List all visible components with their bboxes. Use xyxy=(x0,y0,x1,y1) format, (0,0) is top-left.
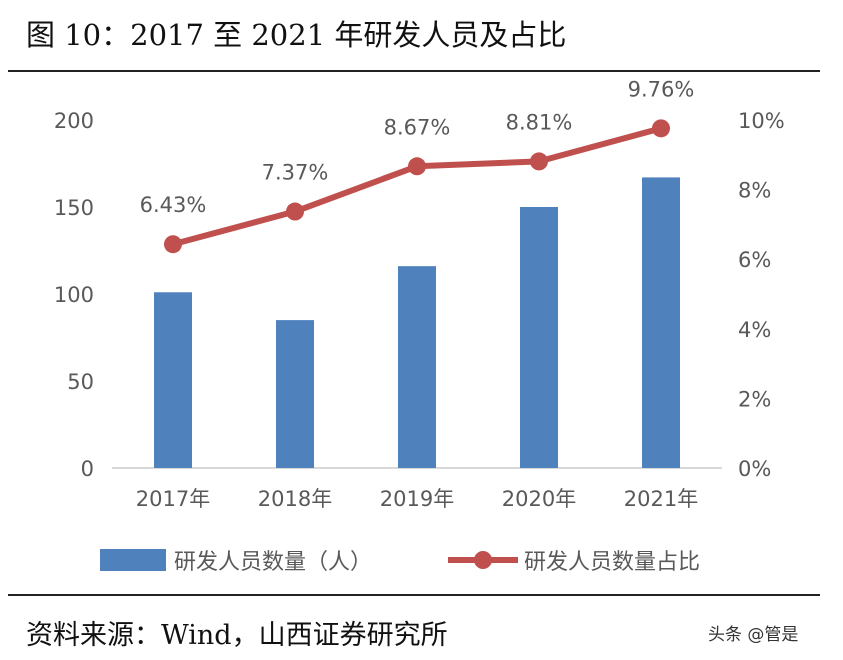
data-label: 7.37% xyxy=(262,161,329,185)
line-point xyxy=(530,152,548,171)
watermark: 头条 @管是 xyxy=(708,625,799,645)
bar xyxy=(642,177,680,469)
x-tick-label: 2019年 xyxy=(380,487,454,511)
bar xyxy=(520,207,558,468)
left-tick-label: 50 xyxy=(67,370,94,394)
right-tick-label: 4% xyxy=(738,318,771,342)
line-point xyxy=(164,235,182,254)
left-tick-label: 200 xyxy=(54,109,94,133)
legend-bar-label: 研发人员数量（人） xyxy=(174,550,372,575)
source-note: 资料来源：Wind，山西证券研究所 xyxy=(26,620,448,651)
data-label: 6.43% xyxy=(140,193,207,217)
bar xyxy=(398,266,436,468)
x-tick-label: 2017年 xyxy=(136,487,210,511)
left-tick-label: 150 xyxy=(54,196,94,220)
legend-line-label: 研发人员数量占比 xyxy=(524,550,700,575)
series-line xyxy=(172,125,662,248)
top-divider xyxy=(8,70,820,72)
legend-bar-swatch xyxy=(100,549,166,571)
data-label: 8.81% xyxy=(506,110,573,134)
x-tick-label: 2020年 xyxy=(502,487,576,511)
right-tick-label: 6% xyxy=(738,248,771,272)
x-tick-label: 2018年 xyxy=(258,487,332,511)
chart: 0 50 100 150 200 0% 2% 4% 6% 8% 10% 2017年 2018年 2019年… xyxy=(54,77,785,575)
figure-title: 图 10：2017 至 2021 年研发人员及占比 xyxy=(26,18,567,52)
line-point xyxy=(408,157,426,176)
legend-line-marker xyxy=(474,551,492,569)
x-tick-label: 2021年 xyxy=(624,487,698,511)
data-label: 9.76% xyxy=(628,77,695,101)
right-tick-label: 10% xyxy=(738,109,785,133)
right-tick-label: 8% xyxy=(738,179,771,203)
bottom-divider xyxy=(8,594,820,596)
left-tick-label: 100 xyxy=(54,283,94,307)
right-tick-label: 2% xyxy=(738,387,771,411)
line-point xyxy=(652,119,670,138)
bar xyxy=(154,292,192,468)
right-tick-label: 0% xyxy=(738,457,771,481)
data-label: 8.67% xyxy=(384,115,451,139)
left-tick-label: 0 xyxy=(81,457,94,481)
line-point xyxy=(286,202,304,221)
bar xyxy=(276,320,314,468)
